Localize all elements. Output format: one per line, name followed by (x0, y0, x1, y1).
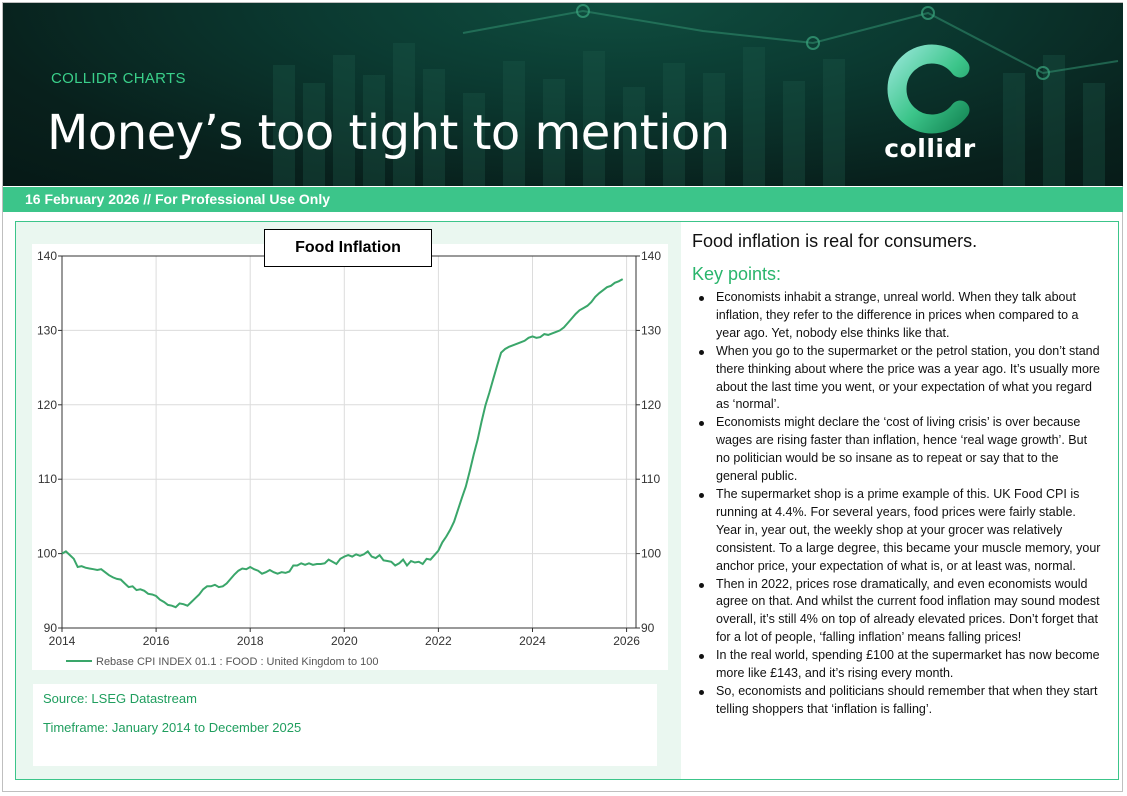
chart-area: 90 90 100 100 110 110 120 120 130 130 140 140 2014 20… (32, 244, 668, 670)
x-tick-label: 2022 (425, 634, 452, 648)
source-text: Source: LSEG Datastream (43, 691, 197, 706)
key-point-2: When you go to the supermarket or the pe… (699, 343, 1102, 415)
banner-kicker: COLLIDR CHARTS (51, 70, 186, 87)
chart-title: Food Inflation (264, 229, 432, 267)
commentary-lead: Food inflation is real for consumers. (692, 231, 978, 251)
x-tick-label: 2020 (331, 634, 358, 648)
x-tick-label: 2024 (519, 634, 546, 648)
legend-label: Rebase CPI INDEX 01.1 : FOOD : United Ki… (96, 656, 378, 668)
key-points-list: Economists inhabit a strange, unreal wor… (690, 289, 1102, 719)
plot-frame (61, 255, 637, 629)
x-tick-label: 2026 (613, 634, 640, 648)
key-point-4: The supermarket shop is a prime example … (699, 486, 1102, 576)
series-line (61, 278, 624, 609)
y-tick-label-right: 100 (641, 547, 661, 561)
y-tick-label-right: 120 (641, 398, 661, 412)
y-tick-label-left: 130 (37, 323, 57, 337)
chart-lines (61, 278, 624, 609)
y-tick-label-right: 140 (641, 249, 661, 263)
chart-axes: 90 90 100 100 110 110 120 120 130 130 140 140 2014 20… (37, 249, 661, 648)
key-point-6: In the real world, spending £100 at the … (699, 647, 1102, 683)
y-tick-label-left: 110 (38, 472, 57, 486)
y-tick-label-left: 120 (37, 398, 57, 412)
y-tick-label-left: 90 (44, 621, 58, 635)
y-tick-label-right: 110 (641, 472, 660, 486)
chart-legend: Rebase CPI INDEX 01.1 : FOOD : United Ki… (66, 656, 378, 668)
key-points-title: Key points: (692, 264, 782, 284)
chart-grid (61, 255, 636, 629)
header-banner: COLLIDR CHARTS Money’s too tight to ment… (3, 3, 1123, 186)
content-border (15, 221, 1119, 780)
y-tick-label-left: 100 (37, 547, 57, 561)
food-inflation-chart: 90 90 100 100 110 110 120 120 130 130 140 140 2014 20… (37, 249, 661, 668)
y-tick-label-right: 130 (641, 323, 661, 337)
source-box (33, 684, 657, 766)
banner-decoration (273, 4, 1119, 186)
key-point-7: So, economists and politicians should re… (699, 683, 1102, 719)
page-title: Money’s too tight to mention (47, 105, 730, 161)
collidr-logo-icon (887, 44, 970, 134)
key-point-1: Economists inhabit a strange, unreal wor… (699, 289, 1102, 343)
timeframe-text: Timeframe: January 2014 to December 2025 (43, 720, 302, 735)
logo-wordmark: collidr (884, 134, 976, 163)
key-point-3: Economists might declare the ‘cost of li… (699, 414, 1102, 486)
y-tick-label-left: 140 (37, 249, 57, 263)
x-tick-label: 2016 (143, 634, 170, 648)
dateline-bar: 16 February 2026 // For Professional Use… (3, 187, 1123, 212)
commentary-panel: Food inflation is real for consumers. Ke… (690, 228, 1108, 768)
key-point-5: Then in 2022, prices rose dramatically, … (699, 576, 1102, 648)
x-tick-label: 2018 (237, 634, 264, 648)
x-tick-label: 2014 (49, 634, 76, 648)
y-tick-label-right: 90 (641, 621, 655, 635)
